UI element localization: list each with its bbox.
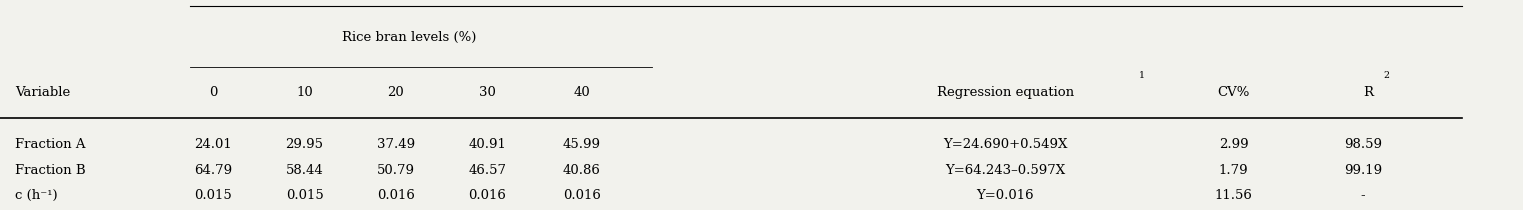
Text: -: - — [1360, 189, 1366, 202]
Text: Regression equation: Regression equation — [937, 86, 1074, 99]
Text: 1: 1 — [1139, 71, 1145, 80]
Text: 46.57: 46.57 — [469, 164, 506, 177]
Text: 29.95: 29.95 — [286, 138, 323, 151]
Text: Y=24.690+0.549X: Y=24.690+0.549X — [943, 138, 1068, 151]
Text: Y=64.243–0.597X: Y=64.243–0.597X — [946, 164, 1065, 177]
Text: 40.91: 40.91 — [469, 138, 506, 151]
Text: 0.016: 0.016 — [564, 189, 600, 202]
Text: 40.86: 40.86 — [564, 164, 600, 177]
Text: 37.49: 37.49 — [376, 138, 416, 151]
Text: 40: 40 — [574, 86, 589, 99]
Text: 50.79: 50.79 — [378, 164, 414, 177]
Text: R: R — [1363, 86, 1374, 99]
Text: 2: 2 — [1383, 71, 1389, 80]
Text: 11.56: 11.56 — [1215, 189, 1252, 202]
Text: 1.79: 1.79 — [1218, 164, 1249, 177]
Text: Rice bran levels (%): Rice bran levels (%) — [343, 31, 477, 44]
Text: 0.015: 0.015 — [286, 189, 323, 202]
Text: 45.99: 45.99 — [564, 138, 600, 151]
Text: Fraction A: Fraction A — [15, 138, 85, 151]
Text: Y=0.016: Y=0.016 — [976, 189, 1034, 202]
Text: 2.99: 2.99 — [1218, 138, 1249, 151]
Text: Variable: Variable — [15, 86, 70, 99]
Text: 30: 30 — [478, 86, 496, 99]
Text: 20: 20 — [388, 86, 404, 99]
Text: 99.19: 99.19 — [1343, 164, 1383, 177]
Text: 0.016: 0.016 — [378, 189, 414, 202]
Text: 0: 0 — [209, 86, 218, 99]
Text: c (h⁻¹): c (h⁻¹) — [15, 189, 58, 202]
Text: Fraction B: Fraction B — [15, 164, 85, 177]
Text: 64.79: 64.79 — [193, 164, 233, 177]
Text: 0.015: 0.015 — [195, 189, 231, 202]
Text: 0.016: 0.016 — [469, 189, 506, 202]
Text: 58.44: 58.44 — [286, 164, 323, 177]
Text: 98.59: 98.59 — [1345, 138, 1381, 151]
Text: 24.01: 24.01 — [195, 138, 231, 151]
Text: 10: 10 — [297, 86, 312, 99]
Text: CV%: CV% — [1217, 86, 1250, 99]
